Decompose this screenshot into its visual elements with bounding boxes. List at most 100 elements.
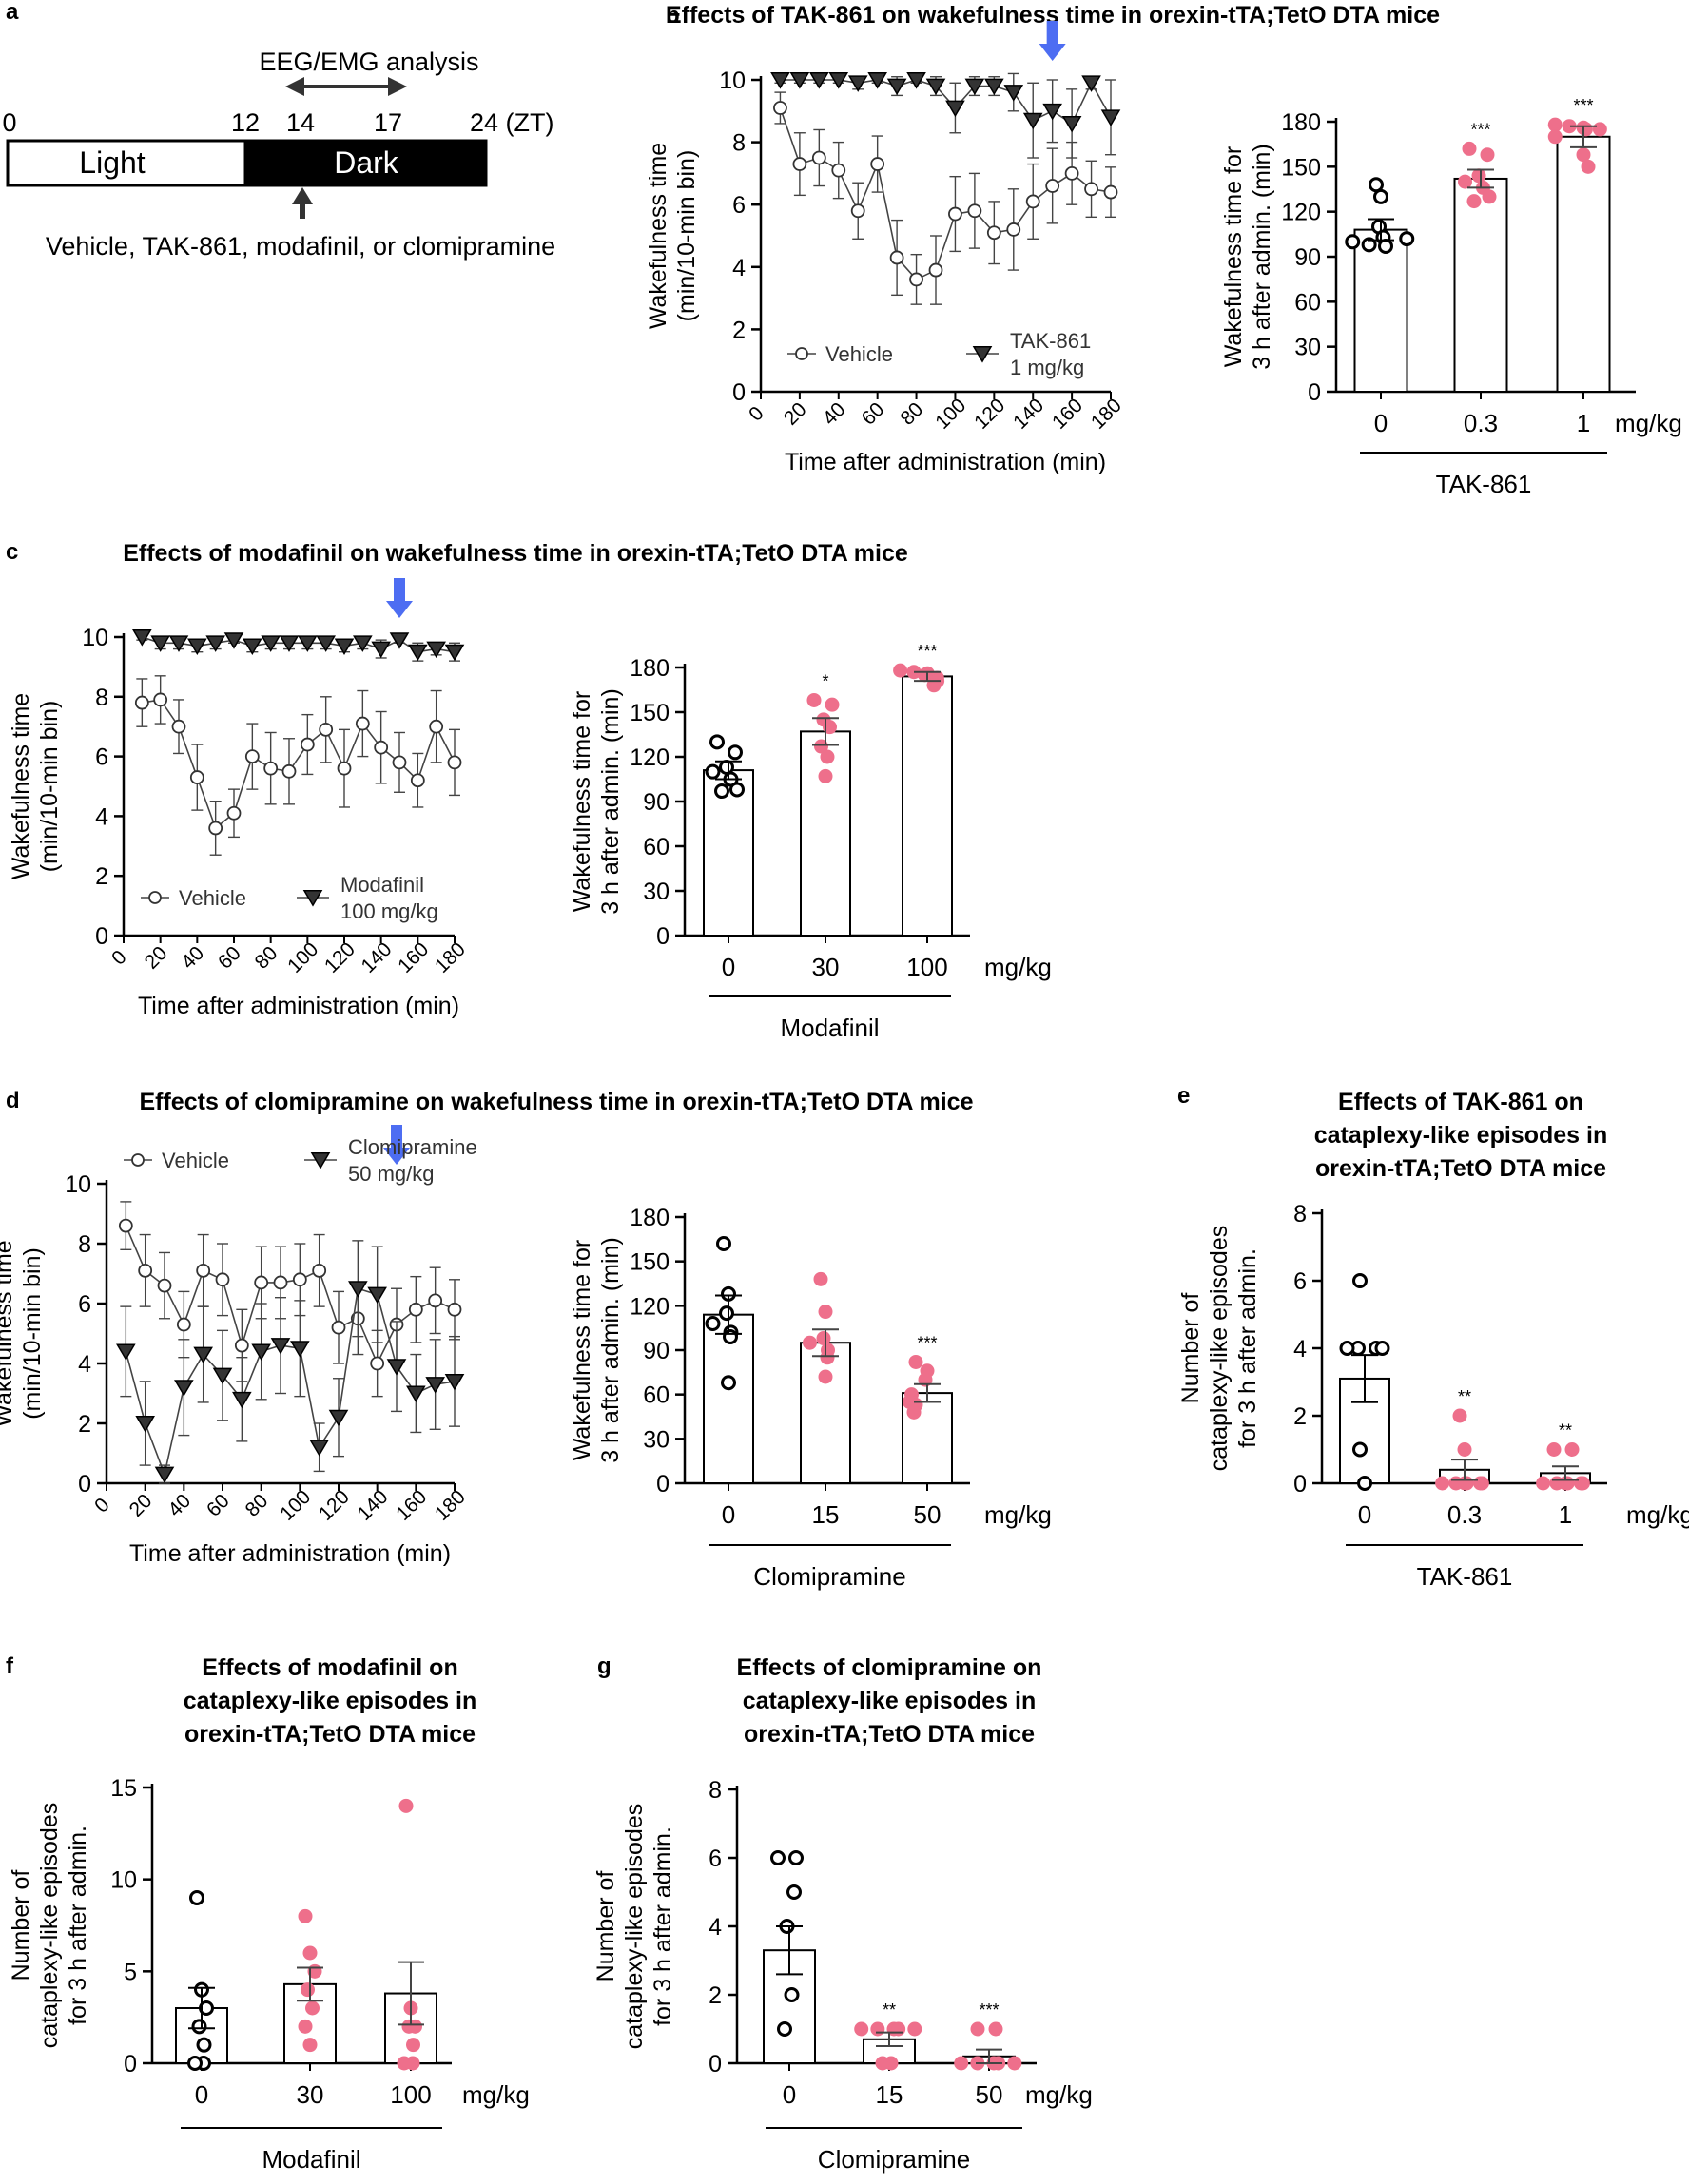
data-point <box>1549 1476 1564 1491</box>
bar <box>703 769 754 937</box>
y-axis-label: cataplexy-like episodes <box>621 1804 648 2049</box>
y-tick-label: 4 <box>709 1914 722 1941</box>
data-point <box>348 1281 368 1298</box>
x-unit-label: mg/kg <box>984 1500 1052 1529</box>
y-tick-label: 0 <box>95 923 108 950</box>
data-point <box>1352 1273 1368 1288</box>
bar <box>1353 228 1408 393</box>
data-point <box>319 722 334 737</box>
data-point <box>174 1380 194 1397</box>
x-tick-label: 100 <box>931 395 970 434</box>
data-point <box>889 250 904 265</box>
x-tick-label: 140 <box>354 1486 393 1525</box>
y-axis-label: (min/10-min bin) <box>36 701 63 873</box>
data-point <box>374 740 389 755</box>
bar-group-1: 1 *** <box>1547 96 1611 437</box>
data-point <box>719 1305 734 1322</box>
legend-marker-treated <box>972 346 993 363</box>
bar-group-100: 100 *** <box>893 642 953 981</box>
data-point <box>1339 1341 1355 1356</box>
data-point <box>1025 194 1040 209</box>
y-tick-label: 10 <box>719 68 746 94</box>
data-point <box>811 150 826 165</box>
data-point <box>406 1385 426 1403</box>
data-point <box>967 203 982 219</box>
panel-c-bar-chart: 0 30 60 90 120 150 180 Wakefulness time for 3 h … <box>569 642 1052 1042</box>
x-axis-label: Time after administration (min) <box>129 1540 451 1567</box>
data-point <box>786 1884 802 1900</box>
y-tick-label: 180 <box>630 1205 670 1231</box>
data-point <box>820 749 835 764</box>
data-point <box>1022 112 1043 130</box>
data-point <box>309 1440 329 1457</box>
data-point <box>1458 174 1472 189</box>
y-tick-label: 8 <box>709 1777 722 1804</box>
data-point <box>193 1346 213 1364</box>
data-point <box>789 72 810 89</box>
panel-letter-d: d <box>6 1088 20 1113</box>
y-tick-label: 4 <box>1293 1336 1307 1363</box>
x-tick-label: 30 <box>812 953 840 981</box>
legend-marker-vehicle <box>131 1153 145 1167</box>
panel-c-title: Effects of modafinil on wakefulness time… <box>123 540 908 567</box>
data-point <box>813 1271 828 1286</box>
data-point <box>157 1278 172 1293</box>
data-point <box>891 2021 906 2037</box>
data-point <box>226 805 242 821</box>
x-tick-label: 40 <box>819 398 850 430</box>
data-point <box>1482 189 1497 204</box>
significance-label: *** <box>917 1333 937 1352</box>
y-axis-label: Number of <box>8 1870 34 1981</box>
x-tick-label: 100 <box>390 2080 431 2109</box>
data-point <box>1480 147 1495 163</box>
x-tick-label: 160 <box>1048 395 1087 434</box>
data-point <box>425 1377 445 1394</box>
data-point <box>389 632 410 649</box>
data-point <box>444 644 465 662</box>
data-point <box>1081 75 1101 92</box>
bar <box>800 730 851 937</box>
y-tick-label: 120 <box>630 1293 670 1320</box>
data-point <box>1006 222 1021 237</box>
y-tick-label: 60 <box>643 834 670 860</box>
x-tick-label: 80 <box>242 1490 273 1521</box>
data-point <box>447 1302 462 1317</box>
data-point <box>1369 177 1384 193</box>
y-tick-label: 180 <box>1281 109 1321 136</box>
data-point <box>806 692 822 707</box>
x-tick-label: 30 <box>297 2080 324 2109</box>
data-point <box>150 635 170 652</box>
data-point <box>134 695 149 710</box>
y-tick-label: 180 <box>630 655 670 682</box>
panel-e-bar-chart: 0 2 4 6 8 Number of cataplexy-like episodes for… <box>1177 1201 1689 1591</box>
data-point <box>1084 182 1098 197</box>
y-axis-label: cataplexy-like episodes <box>36 1803 63 2048</box>
y-tick-label: 0 <box>124 2051 137 2078</box>
panel-f-title-line-3: orexin-tTA;TetO DTA mice <box>184 1721 476 1748</box>
data-point <box>1562 119 1577 134</box>
data-point <box>1592 122 1607 137</box>
series-line <box>142 699 456 830</box>
data-point <box>893 663 908 678</box>
significance-label: *** <box>917 642 937 661</box>
x-tick-label: 15 <box>812 1500 840 1529</box>
y-tick-label: 0 <box>732 379 746 406</box>
panel-e-title-line-1: Effects of TAK-861 on <box>1338 1089 1583 1115</box>
data-point <box>1374 1341 1390 1356</box>
zt-tick-14: 14 <box>286 108 315 137</box>
data-point <box>212 1367 233 1385</box>
data-point <box>705 763 721 780</box>
data-point <box>850 203 865 219</box>
data-point <box>716 1236 731 1251</box>
data-point <box>328 1409 349 1427</box>
data-point <box>168 635 189 652</box>
x-tick-label: 100 <box>276 1486 315 1525</box>
data-point <box>331 1320 346 1335</box>
x-tick-label: 160 <box>394 938 433 977</box>
bar-group-1: 1 ** <box>1536 1421 1591 1529</box>
data-point <box>191 2019 207 2035</box>
y-tick-label: 0 <box>78 1471 91 1498</box>
data-point <box>392 755 407 770</box>
significance-label: ** <box>1458 1387 1471 1406</box>
